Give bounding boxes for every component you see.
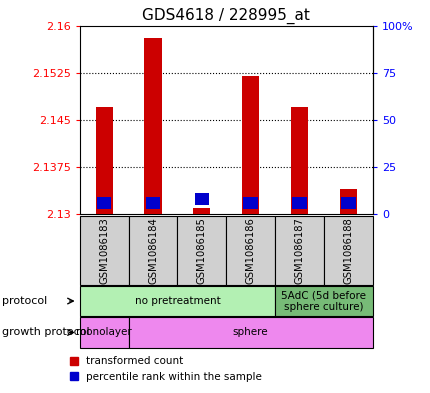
Bar — [194, 193, 209, 205]
Bar — [243, 197, 258, 209]
Bar — [95, 107, 113, 214]
Text: GSM1086188: GSM1086188 — [343, 217, 353, 284]
Bar — [340, 197, 355, 209]
Text: GSM1086186: GSM1086186 — [245, 217, 255, 284]
Bar — [242, 76, 258, 214]
Bar — [145, 197, 160, 209]
Text: no pretreatment: no pretreatment — [134, 296, 220, 306]
Bar — [97, 197, 111, 209]
Text: sphere: sphere — [232, 327, 268, 338]
Bar — [290, 107, 307, 214]
Text: growth protocol: growth protocol — [2, 327, 89, 338]
Legend: transformed count, percentile rank within the sample: transformed count, percentile rank withi… — [65, 352, 266, 386]
Text: protocol: protocol — [2, 296, 47, 306]
Bar — [144, 38, 161, 214]
Text: monolayer: monolayer — [76, 327, 132, 338]
Text: GSM1086184: GSM1086184 — [147, 217, 158, 284]
Text: GSM1086187: GSM1086187 — [294, 217, 304, 284]
Bar — [193, 208, 210, 214]
Bar — [339, 189, 356, 214]
Text: GSM1086185: GSM1086185 — [197, 217, 206, 284]
Text: 5AdC (5d before
sphere culture): 5AdC (5d before sphere culture) — [281, 290, 366, 312]
Title: GDS4618 / 228995_at: GDS4618 / 228995_at — [142, 8, 310, 24]
Bar — [292, 197, 306, 209]
Text: GSM1086183: GSM1086183 — [99, 217, 109, 284]
